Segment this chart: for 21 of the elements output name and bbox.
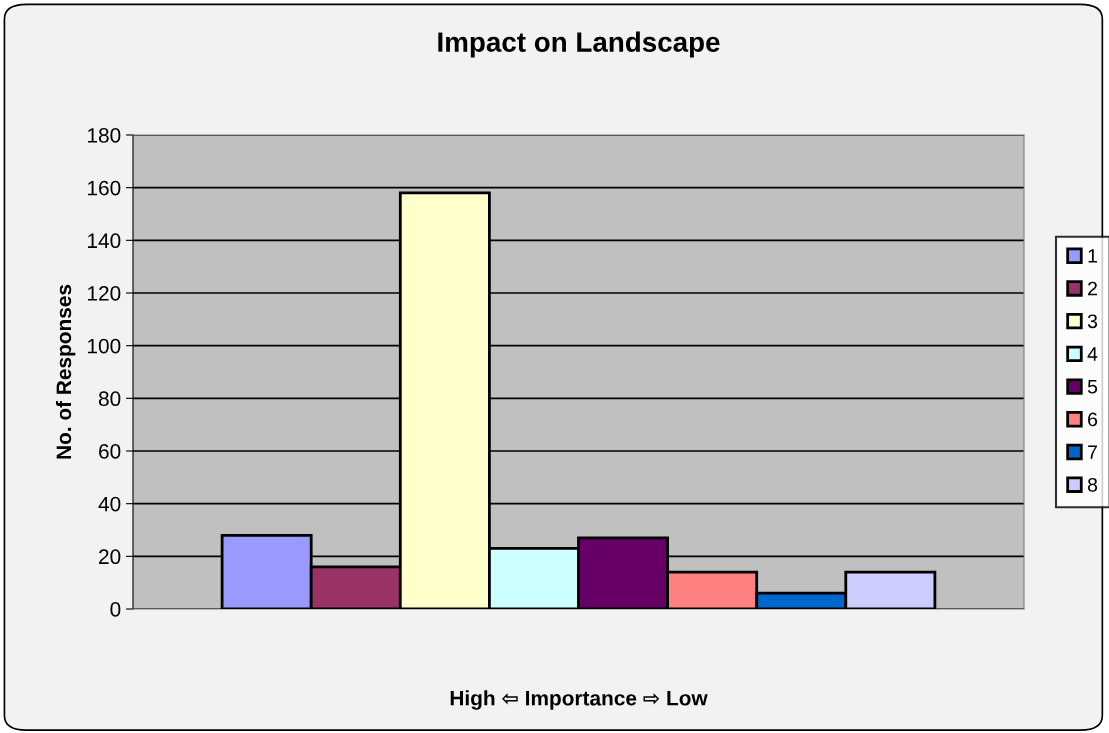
- legend-label: 5: [1087, 380, 1098, 394]
- chart-title: Impact on Landscape: [438, 31, 720, 58]
- y-tick-label: 20: [99, 549, 121, 565]
- y-tick-label: 180: [88, 128, 121, 143]
- legend-label: 8: [1087, 477, 1098, 492]
- y-tick-label: 40: [98, 496, 121, 512]
- legend-label: 7: [1088, 445, 1097, 459]
- legend-label: 4: [1087, 347, 1098, 361]
- legend-label: 6: [1088, 412, 1098, 427]
- y-tick-label: 140: [88, 233, 121, 249]
- y-tick-label: 0: [110, 602, 121, 617]
- legend-label: 1: [1088, 249, 1097, 263]
- x-axis-title: High ⇦ Importance ⇨ Low: [450, 690, 708, 710]
- y-axis-title: No. of Responses: [55, 284, 76, 459]
- y-tick-label: 60: [99, 444, 121, 459]
- y-tick-label: 100: [88, 338, 121, 354]
- y-tick-label: 80: [98, 391, 121, 407]
- legend-label: 3: [1087, 314, 1098, 329]
- y-tick-label: 120: [88, 286, 121, 301]
- y-tick-label: 160: [88, 180, 121, 196]
- legend-label: 2: [1088, 281, 1097, 296]
